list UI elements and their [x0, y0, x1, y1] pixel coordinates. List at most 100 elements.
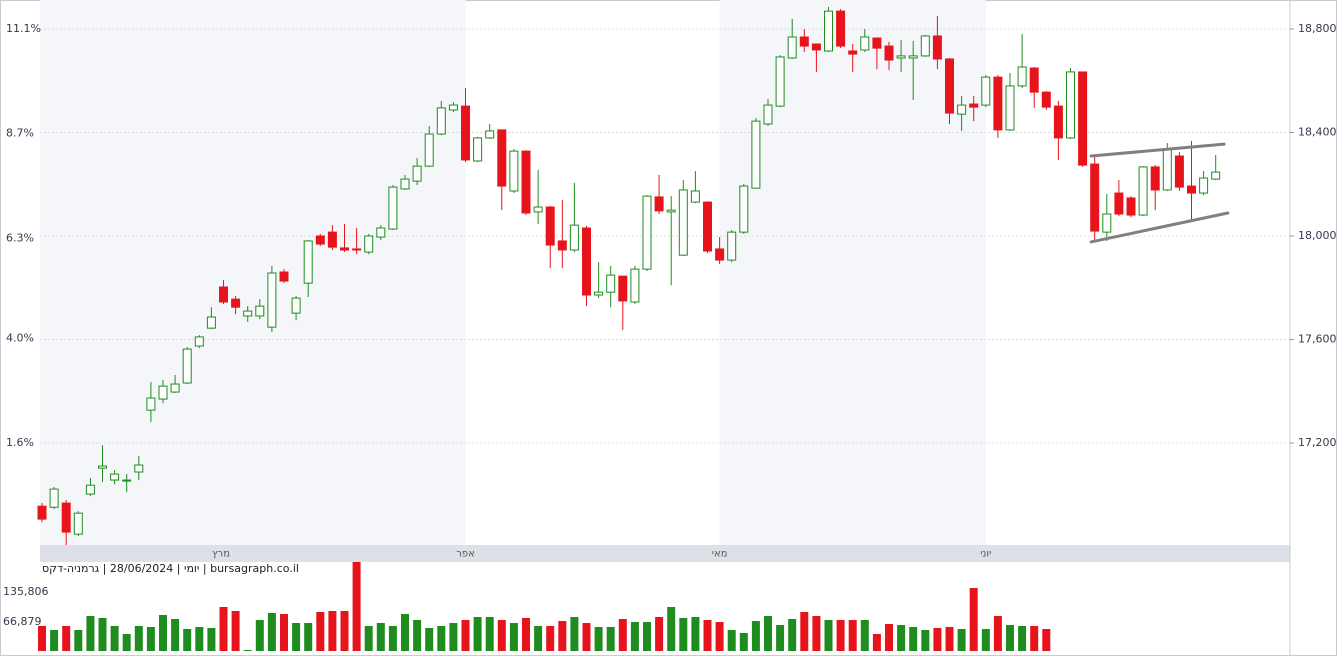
- candle-body: [231, 298, 241, 308]
- candle-body: [424, 133, 434, 167]
- candle-body: [279, 271, 289, 282]
- candle-body: [1162, 148, 1172, 191]
- volume-bar: [885, 623, 893, 651]
- candle-body: [920, 35, 930, 57]
- candle-body: [557, 240, 567, 251]
- candle-body: [811, 43, 821, 51]
- volume-bar: [546, 625, 555, 651]
- backgrounds: [40, 0, 986, 545]
- month-label: מרץ: [212, 549, 230, 560]
- candle-body: [497, 129, 507, 187]
- candle-body: [1199, 177, 1209, 194]
- volume-bar: [74, 629, 83, 651]
- volume-bar: [909, 626, 918, 651]
- date-strip: [40, 545, 1290, 562]
- volume-bar: [1006, 624, 1014, 651]
- volume-bar: [836, 619, 845, 651]
- candle-body: [315, 235, 325, 245]
- candle-body: [993, 76, 1003, 131]
- candle-body: [110, 473, 120, 481]
- y2-tick-label: 11.1%: [6, 22, 41, 35]
- volume-bar: [328, 610, 337, 651]
- volume-bar: [957, 628, 966, 651]
- month-label: אפר: [456, 549, 475, 560]
- volume-bar: [727, 629, 736, 651]
- candle-body: [715, 248, 725, 261]
- candle-body: [787, 36, 797, 59]
- candle-body: [1005, 85, 1015, 131]
- candle-body: [521, 150, 531, 214]
- volume-bar: [751, 620, 760, 651]
- candle-body: [824, 10, 833, 52]
- volume-bar: [159, 614, 167, 651]
- volume-bar: [86, 615, 95, 651]
- volume-bar: [739, 632, 748, 651]
- volume-bar: [340, 610, 349, 651]
- volume-bar: [776, 624, 785, 651]
- volume-bar: [522, 617, 530, 651]
- y2-tick-label: 8.7%: [6, 127, 34, 140]
- volume-bar: [812, 615, 821, 651]
- volume-bar: [630, 621, 639, 651]
- candle-body: [1114, 192, 1124, 215]
- volume-bar: [437, 625, 446, 651]
- candle-body: [872, 37, 882, 49]
- candle-body: [473, 137, 483, 162]
- volume-bar: [534, 625, 543, 651]
- month-shade: [40, 0, 466, 545]
- candle-body: [364, 235, 374, 253]
- trend-line: [1089, 211, 1230, 244]
- volume-bar: [848, 619, 857, 651]
- volume-bar: [981, 628, 990, 651]
- candle-body: [642, 195, 652, 270]
- volume-bar: [594, 626, 603, 651]
- candle-body: [630, 268, 640, 303]
- volume-bar: [679, 617, 688, 651]
- candle-body: [219, 286, 228, 303]
- volume-bar: [945, 626, 954, 651]
- candle-body: [206, 316, 216, 329]
- candle-body: [751, 120, 761, 189]
- candle-body: [945, 58, 954, 114]
- candle-body: [690, 190, 700, 203]
- candle-body: [666, 209, 676, 213]
- candle-body: [49, 488, 59, 508]
- volume-bar: [860, 619, 869, 651]
- volume-bar: [993, 615, 1002, 651]
- volume-bar: [38, 625, 46, 651]
- volume-bar: [134, 625, 143, 651]
- candle-body: [73, 512, 83, 535]
- volume-bar: [921, 629, 930, 651]
- candle-body: [485, 130, 495, 139]
- volume-bar: [207, 627, 216, 651]
- candle-body: [170, 383, 180, 393]
- candle-body: [1090, 163, 1100, 232]
- volume-bar: [171, 618, 180, 651]
- volume-bar: [255, 619, 264, 651]
- volume-bar: [364, 625, 373, 651]
- candle-body: [594, 291, 604, 296]
- volume-bar: [243, 649, 252, 651]
- volume-bar: [655, 616, 664, 651]
- candle-body: [775, 56, 785, 107]
- volume-bar: [497, 619, 506, 651]
- candle-body: [533, 206, 543, 213]
- volume-bar: [219, 606, 228, 651]
- candle-body: [545, 206, 555, 246]
- volume-bar: [824, 619, 833, 651]
- candle-body: [340, 247, 349, 251]
- candle-body: [412, 165, 422, 182]
- volume-bar: [98, 617, 107, 651]
- volume-bar: [800, 611, 809, 651]
- candle-body: [739, 185, 749, 233]
- volume-bar: [401, 613, 409, 651]
- volume-bar: [267, 612, 276, 651]
- candle-body: [158, 385, 168, 400]
- volume-bar: [122, 633, 131, 651]
- volume-bar: [50, 629, 59, 651]
- volume-tick-label: 66,879: [3, 615, 42, 628]
- volume-bar: [1042, 628, 1051, 651]
- volume-bar: [570, 616, 579, 651]
- volume-bar: [376, 622, 385, 651]
- volume-bar: [62, 625, 71, 651]
